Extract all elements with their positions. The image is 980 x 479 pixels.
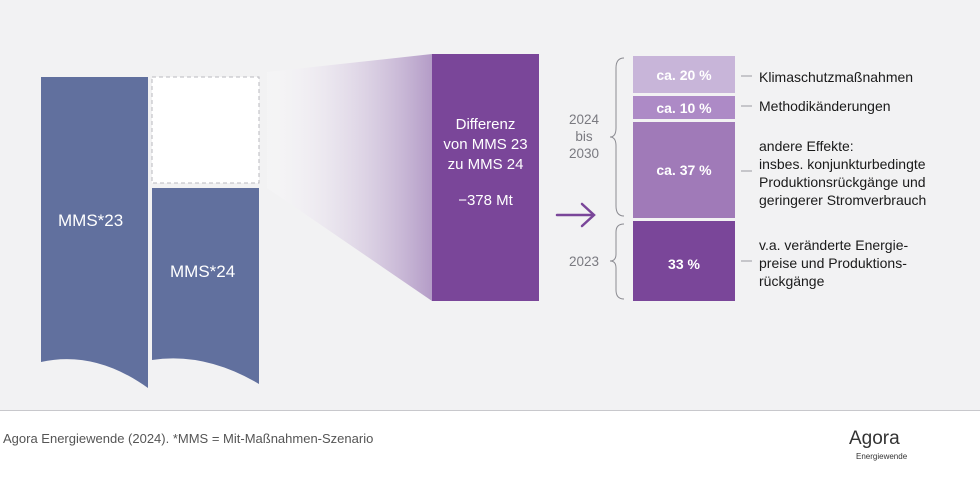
logo-wordmark: Agora bbox=[849, 428, 900, 449]
bar-mms23 bbox=[41, 77, 148, 388]
source-note: Agora Energiewende (2024). *MMS = Mit-Ma… bbox=[3, 431, 374, 446]
segment-climate bbox=[633, 56, 735, 93]
mms24-label: MMS*24 bbox=[170, 262, 236, 281]
segment-method bbox=[633, 96, 735, 119]
desc-climate: Klimaschutzmaßnahmen bbox=[759, 69, 914, 85]
segment-method-label: ca. 10 % bbox=[656, 100, 712, 116]
difference-block bbox=[432, 54, 539, 301]
difference-line1: Differenz bbox=[455, 116, 516, 133]
funnel bbox=[267, 54, 432, 301]
segment-other bbox=[633, 122, 735, 218]
difference-line2: von MMS 23 bbox=[443, 136, 528, 153]
difference-line3: zu MMS 24 bbox=[447, 156, 524, 173]
difference-text: Differenz von MMS 23 zu MMS 24 −378 Mt bbox=[432, 115, 539, 211]
arrow-icon bbox=[555, 202, 596, 228]
period-bis: bis bbox=[575, 129, 593, 144]
brace-2024-2030 bbox=[609, 57, 625, 217]
logo-subtitle: Energiewende bbox=[856, 452, 908, 461]
segment-2023-label: 33 % bbox=[668, 256, 700, 272]
footer-divider bbox=[0, 410, 980, 411]
desc-2023: v.a. veränderte Energie- preise und Prod… bbox=[759, 237, 909, 289]
bar-mms24 bbox=[152, 188, 259, 384]
brace-2023 bbox=[609, 223, 625, 300]
mms23-label: MMS*23 bbox=[58, 211, 124, 230]
segment-2023 bbox=[633, 221, 735, 301]
difference-value: −378 Mt bbox=[458, 192, 513, 209]
gap-box bbox=[151, 76, 260, 184]
period-2023: 2023 bbox=[568, 254, 600, 269]
desc-other: andere Effekte: insbes. konjunkturbeding… bbox=[759, 138, 927, 208]
period-start: 2024 bbox=[568, 112, 600, 127]
segment-climate-label: ca. 20 % bbox=[656, 67, 712, 83]
period-end: 2030 bbox=[568, 146, 600, 161]
period-2024-2030: 2024 bis 2030 bbox=[556, 111, 612, 162]
segment-other-label: ca. 37 % bbox=[656, 162, 712, 178]
desc-method: Methodikänderungen bbox=[759, 98, 891, 114]
footer bbox=[0, 411, 980, 479]
